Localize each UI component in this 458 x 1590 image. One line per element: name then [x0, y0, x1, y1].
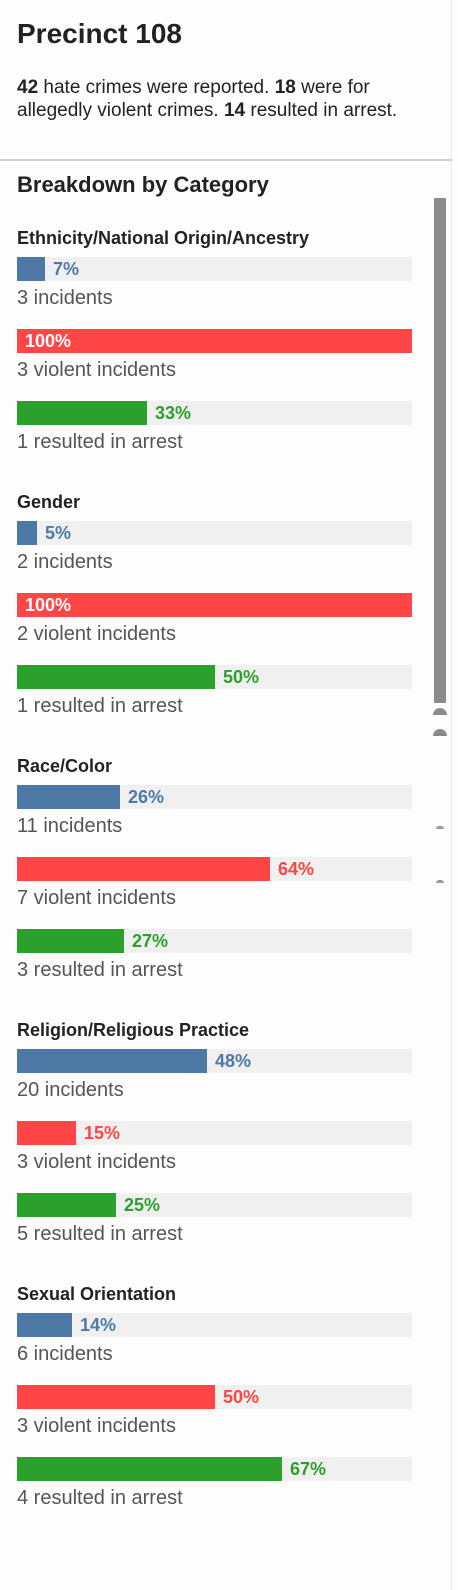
violent-bar-track	[17, 857, 412, 881]
reported-text: hate crimes were reported.	[38, 77, 275, 98]
arrest-bar-track	[17, 929, 412, 953]
category-name: Ethnicity/National Origin/Ancestry	[17, 228, 310, 248]
incidents-percent-label: 26%	[128, 787, 165, 807]
incidents-percent-label: 5%	[45, 523, 72, 543]
violent-bar-track	[17, 329, 412, 353]
arrest-count-text: 5 resulted in arrest	[17, 1223, 183, 1245]
category-block: Ethnicity/National Origin/Ancestry 7% 3 in…	[17, 227, 412, 491]
incidents-count-text: 2 incidents	[17, 551, 113, 573]
violent-percent-label: 15%	[84, 1123, 121, 1143]
summary-text: 42 hate crimes were reported. 18 were fo…	[17, 76, 417, 122]
arrest-bar-track	[17, 1457, 412, 1481]
category-block: Gender 5% 2 incidents 100% 2 violent inciden…	[17, 491, 412, 755]
category-name: Religion/Religious Practice	[17, 1020, 250, 1040]
breakdown-title: Breakdown by Category	[17, 172, 269, 197]
category-block: Sexual Orientation 14% 6 incidents 50% 3 vio…	[17, 1283, 412, 1547]
incidents-bar-track	[17, 1049, 412, 1073]
incidents-count-text: 20 incidents	[17, 1079, 124, 1101]
violent-count-text: 2 violent incidents	[17, 623, 176, 645]
incidents-bar-track	[17, 1313, 412, 1337]
violent-count-text: 3 violent incidents	[17, 1415, 176, 1437]
violent-count: 18	[274, 77, 296, 98]
violent-count-text: 3 violent incidents	[17, 1151, 176, 1173]
divider	[0, 159, 452, 161]
violent-bar-track	[17, 1385, 412, 1409]
violent-percent-label: 64%	[278, 859, 315, 879]
incidents-bar-track	[17, 521, 412, 545]
incidents-percent-label: 7%	[53, 259, 80, 279]
incidents-percent-label: 14%	[80, 1315, 117, 1335]
arrest-bar	[17, 1457, 282, 1481]
incidents-bar	[17, 257, 45, 281]
category-name: Race/Color	[17, 756, 113, 776]
incidents-bar-track	[17, 257, 412, 281]
violent-count-text: 7 violent incidents	[17, 887, 176, 909]
arrest-percent-label: 50%	[223, 667, 260, 687]
arrest-count-text: 1 resulted in arrest	[17, 431, 183, 453]
scroll-indicator-icon	[433, 729, 447, 736]
arrest-count-text: 3 resulted in arrest	[17, 959, 183, 981]
category-name: Sexual Orientation	[17, 1284, 177, 1304]
incidents-percent-label: 48%	[215, 1051, 252, 1071]
scrollbar-thumb[interactable]	[434, 198, 446, 703]
incidents-bar	[17, 521, 37, 545]
arrest-percent-label: 67%	[290, 1459, 327, 1479]
category-block: Race/Color 26% 11 incidents 64% 7 violent in…	[17, 755, 412, 1019]
category-list: Ethnicity/National Origin/Ancestry 7% 3 in…	[17, 227, 412, 1547]
incidents-count-text: 3 incidents	[17, 287, 113, 309]
violent-bar-track	[17, 593, 412, 617]
violent-percent-label: 100%	[25, 595, 72, 615]
category-name: Gender	[17, 492, 81, 512]
arrest-count-text: 1 resulted in arrest	[17, 695, 183, 717]
violent-percent-label: 50%	[223, 1387, 260, 1407]
violent-bar	[17, 1385, 215, 1409]
violent-bar	[17, 329, 412, 353]
incidents-count-text: 6 incidents	[17, 1343, 113, 1365]
scroll-tick-icon	[436, 826, 444, 829]
page-title: Precinct 108	[17, 18, 182, 49]
incidents-bar	[17, 785, 120, 809]
incidents-bar-track	[17, 785, 412, 809]
violent-bar	[17, 857, 270, 881]
violent-bar-track	[17, 1121, 412, 1145]
arrest-bar	[17, 929, 124, 953]
reported-count: 42	[17, 77, 39, 98]
arrest-percent-label: 25%	[124, 1195, 161, 1215]
arrest-bar	[17, 1193, 116, 1217]
arrest-percent-label: 33%	[155, 403, 192, 423]
arrest-count-text: 4 resulted in arrest	[17, 1487, 183, 1509]
category-block: Religion/Religious Practice 48% 20 inciden…	[17, 1019, 412, 1283]
violent-bar	[17, 1121, 76, 1145]
scroll-indicator-icon	[433, 708, 447, 715]
arrest-text: resulted in arrest.	[245, 100, 398, 121]
arrest-bar-track	[17, 1193, 412, 1217]
violent-count-text: 3 violent incidents	[17, 359, 176, 381]
arrest-bar-track	[17, 665, 412, 689]
incidents-bar	[17, 1049, 207, 1073]
arrest-bar	[17, 665, 215, 689]
violent-percent-label: 100%	[25, 331, 72, 351]
violent-text: were for allegedly violent crimes.	[17, 77, 370, 121]
scroll-tick-icon	[436, 880, 444, 883]
arrest-count: 14	[223, 100, 246, 121]
incidents-count-text: 11 incidents	[17, 815, 123, 837]
arrest-bar-track	[17, 401, 412, 425]
incidents-bar	[17, 1313, 72, 1337]
arrest-percent-label: 27%	[132, 931, 169, 951]
arrest-bar	[17, 401, 147, 425]
violent-bar	[17, 593, 412, 617]
